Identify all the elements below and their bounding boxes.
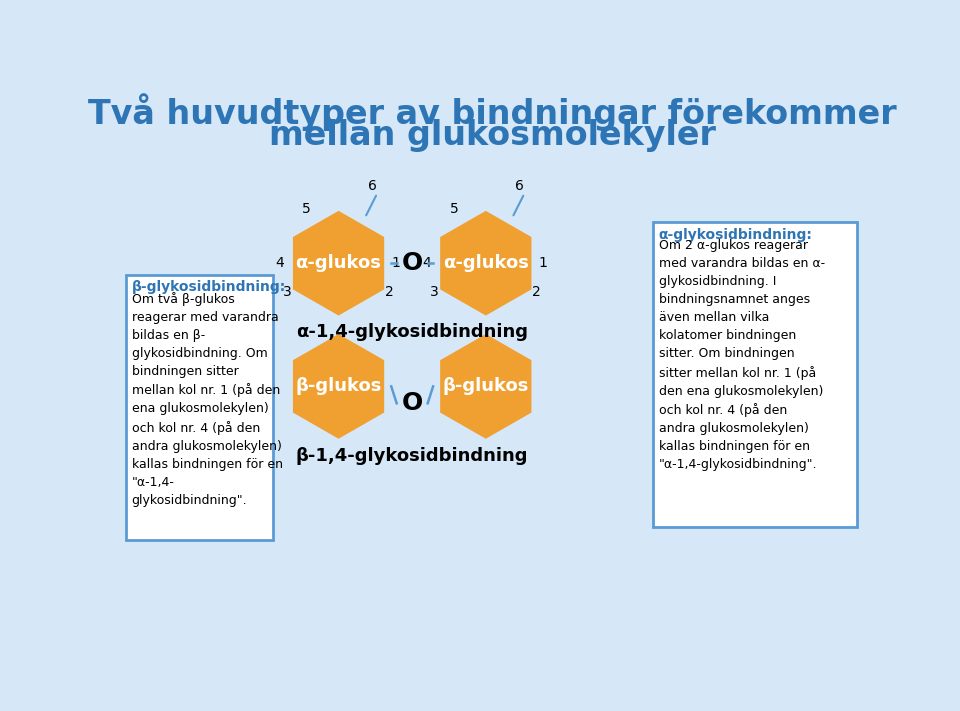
Text: 4: 4 (422, 256, 431, 270)
Text: 3: 3 (430, 285, 439, 299)
Text: 6: 6 (516, 178, 524, 193)
Text: mellan glukosmolekyler: mellan glukosmolekyler (269, 119, 715, 152)
Text: Om 2 α-glukos reagerar
med varandra bildas en α-
glykosidbindning. I
bindningsna: Om 2 α-glukos reagerar med varandra bild… (659, 240, 825, 471)
Text: Om två β-glukos
reagerar med varandra
bildas en β-
glykosidbindning. Om
bindning: Om två β-glukos reagerar med varandra bi… (132, 292, 282, 506)
Text: Två huvudtyper av bindningar förekommer: Två huvudtyper av bindningar förekommer (87, 93, 897, 132)
FancyBboxPatch shape (653, 223, 857, 527)
Text: 4: 4 (276, 256, 284, 270)
Text: O: O (401, 391, 422, 415)
Polygon shape (293, 334, 384, 439)
Text: 1: 1 (539, 256, 547, 270)
Text: 5: 5 (302, 201, 311, 215)
Text: β-glykosidbindning:: β-glykosidbindning: (132, 280, 286, 294)
Text: α-glukos: α-glukos (296, 255, 381, 272)
Text: 2: 2 (533, 285, 541, 299)
Text: β-1,4-glykosidbindning: β-1,4-glykosidbindning (296, 447, 528, 465)
Text: 5: 5 (449, 201, 459, 215)
FancyBboxPatch shape (126, 274, 274, 540)
Text: β-glukos: β-glukos (296, 378, 382, 395)
Text: β-glukos: β-glukos (443, 378, 529, 395)
Text: 3: 3 (283, 285, 292, 299)
Text: 2: 2 (385, 285, 394, 299)
Text: 1: 1 (392, 256, 400, 270)
Polygon shape (293, 211, 384, 316)
Text: 6: 6 (369, 178, 377, 193)
Polygon shape (441, 334, 532, 439)
Text: α-glukos: α-glukos (443, 255, 529, 272)
Text: O: O (401, 251, 422, 275)
Text: α-1,4-glykosidbindning: α-1,4-glykosidbindning (297, 324, 528, 341)
Text: α-glykosidbindning:: α-glykosidbindning: (659, 228, 812, 242)
Polygon shape (441, 211, 532, 316)
